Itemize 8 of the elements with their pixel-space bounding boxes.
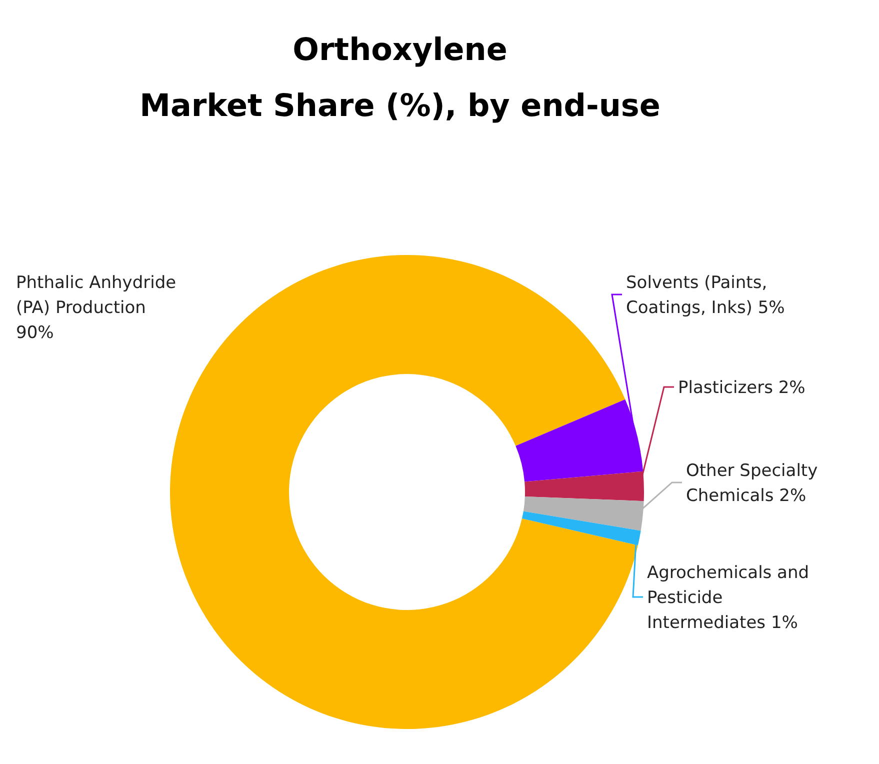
slice-label: Plasticizers 2% xyxy=(678,378,806,398)
slice-label: Solvents (Paints, Coatings, Inks) 5% xyxy=(626,273,785,318)
data-label: 90% xyxy=(16,323,54,343)
chart-title: Orthoxylene xyxy=(292,32,508,68)
slice-label: Phthalic Anhydride (PA) Production xyxy=(16,273,176,318)
slice-label: Agrochemicals and Pesticide Intermediates 1% xyxy=(647,563,810,633)
chart-subtitle: Market Share (%), by end-use xyxy=(140,88,660,124)
slice-label: Other Specialty Chemicals 2% xyxy=(686,461,818,506)
